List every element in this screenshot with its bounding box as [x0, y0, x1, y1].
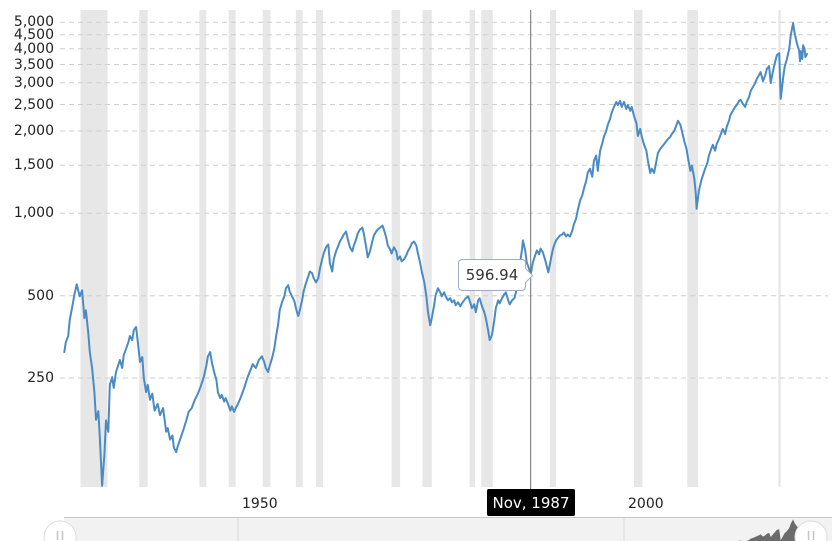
y-axis-label: 3,500: [13, 56, 54, 73]
navigator-handle[interactable]: [794, 520, 828, 541]
value-tooltip-text: 596.94: [465, 266, 519, 284]
y-axis-label: 4,000: [13, 40, 54, 57]
recession-band: [295, 10, 303, 487]
recession-band: [316, 10, 323, 487]
y-axis-label: 500: [27, 287, 54, 304]
recession-band: [481, 10, 493, 487]
x-axis-label: 1950: [242, 496, 278, 512]
y-axis-label: 2,000: [13, 123, 54, 139]
recession-band: [634, 10, 643, 487]
y-axis-label: 4,500: [13, 26, 54, 43]
y-axis: 5,000 4,500 4,000 3,500 3,000 2,500 2,00…: [0, 0, 56, 492]
x-axis-label: 2000: [628, 496, 664, 512]
y-axis-label: 1,000: [13, 205, 54, 222]
recession-bands-layer: [80, 10, 781, 487]
y-axis-label: 1,500: [13, 157, 54, 174]
recession-band: [469, 10, 475, 487]
price-line[interactable]: [63, 22, 808, 487]
recession-band: [422, 10, 432, 487]
navigator[interactable]: [43, 517, 832, 541]
recession-band: [139, 10, 148, 487]
gridlines-layer: [60, 21, 828, 379]
date-tooltip: Nov, 1987: [487, 489, 575, 516]
value-tooltip: 596.94: [458, 259, 534, 291]
y-axis-label: 2,500: [13, 96, 54, 113]
y-axis-label: 250: [27, 370, 54, 386]
navigator-track[interactable]: [64, 518, 832, 541]
recession-band: [199, 10, 207, 487]
recession-band: [80, 10, 108, 487]
recession-band: [778, 10, 781, 487]
recession-band: [391, 10, 401, 487]
navigator-preview: [616, 519, 807, 541]
series-layer: [63, 22, 808, 487]
recession-band: [262, 10, 271, 487]
recession-band: [228, 10, 236, 487]
recession-band: [687, 10, 699, 487]
y-axis-label: 5,000: [13, 14, 54, 31]
navigator-handle[interactable]: [43, 520, 77, 541]
y-axis-label: 3,000: [13, 74, 54, 91]
date-tooltip-text: Nov, 1987: [492, 493, 570, 512]
